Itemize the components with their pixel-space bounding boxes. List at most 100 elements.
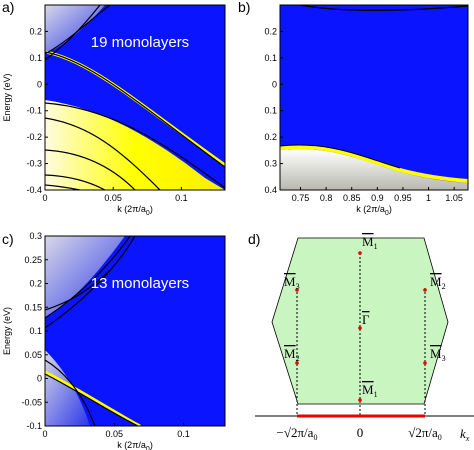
x-tick-label: 0.05	[105, 429, 123, 439]
x-label-main: k (2π/a	[117, 440, 146, 450]
y-tick-label: 0.1	[29, 53, 42, 63]
y-tick-label: -0.1	[26, 106, 42, 116]
point-marker	[423, 288, 427, 292]
annotation: 13 monolayers	[91, 275, 189, 292]
x-tick-label: 0.1	[175, 193, 188, 203]
point-marker	[358, 251, 362, 255]
y-axis-label: Energy (eV)	[2, 307, 12, 355]
y-tick-label: -0.4	[26, 185, 42, 195]
point-name: M	[430, 346, 442, 361]
point-label: M2	[284, 346, 300, 363]
point-sub: 2	[442, 282, 446, 291]
y-tick-label: 0.3	[264, 159, 277, 169]
point-name: M	[362, 382, 374, 397]
y-axis-label: Energy (eV)	[2, 73, 12, 121]
y-tick-label: 0.25	[24, 255, 42, 265]
y-tick-label: 0.2	[29, 26, 42, 36]
x-axis-label: k (2π/a0)	[356, 204, 392, 217]
y-tick-label: -0.2	[26, 132, 42, 142]
x-tick-label: 0.75	[292, 193, 310, 203]
x-axis-label: k (2π/a0)	[117, 204, 153, 217]
point-sub: 1	[374, 390, 378, 399]
y-tick-label: 0.4	[264, 185, 277, 195]
axis-tick-label: 0	[357, 425, 364, 440]
point-name: M	[284, 346, 296, 361]
x-tick-label: 0	[42, 429, 47, 439]
panel-label: b)	[238, 0, 250, 15]
y-tick-label: 0.2	[264, 26, 277, 36]
point-label: M2	[430, 274, 446, 291]
y-tick-label: 0.1	[264, 53, 277, 63]
point-name: M	[362, 234, 374, 249]
point-name: Γ	[362, 312, 370, 327]
axes-frame	[44, 4, 226, 191]
tick-sub: 0	[313, 433, 317, 442]
axis-tick-label: −√2π/a0	[277, 425, 318, 442]
y-tick-label: -0.3	[26, 159, 42, 169]
panel-b-image	[280, 5, 468, 190]
x-tick-label: 0	[42, 193, 47, 203]
axis-tick-label: √2π/a0	[408, 425, 442, 442]
y-tick-label: 0.3	[29, 231, 42, 241]
x-label-sub: 0	[385, 210, 389, 217]
y-tick-label: 0	[272, 79, 277, 89]
x-label-sub: 0	[146, 210, 150, 217]
y-tick-label: 0.2	[264, 132, 277, 142]
panel-label: d)	[248, 231, 260, 247]
y-tick-label: 0.1	[264, 106, 277, 116]
y-tick-label: 0	[37, 374, 42, 384]
x-tick-label: 1	[426, 193, 431, 203]
point-sub: 1	[374, 242, 378, 251]
y-tick-label: 0.2	[29, 279, 42, 289]
x-label-end: )	[150, 204, 153, 214]
y-tick-label: 0.05	[24, 350, 42, 360]
x-tick-label: 0.8	[320, 193, 333, 203]
point-marker	[423, 361, 427, 365]
x-axis-label: k (2π/a0)	[117, 440, 153, 450]
y-tick-label: -0.1	[26, 421, 42, 431]
point-marker	[358, 398, 362, 402]
axis-label: kx	[460, 426, 470, 443]
x-tick-label: 0.85	[343, 193, 361, 203]
point-label: M1	[362, 382, 378, 399]
point-marker	[358, 326, 362, 330]
panel-d-drawing	[255, 237, 474, 418]
panel-a-image	[45, 5, 225, 190]
axes-frame	[279, 4, 469, 191]
tick-text: −√2π/a	[277, 425, 314, 440]
point-sub: 2	[296, 354, 300, 363]
annotation: 19 monolayers	[91, 34, 189, 51]
x-tick-label: 0.9	[371, 193, 384, 203]
x-tick-label: 1.05	[445, 193, 463, 203]
point-marker	[295, 288, 299, 292]
panel-label: a)	[2, 0, 14, 15]
point-sub: 3	[442, 354, 446, 363]
x-tick-label: 0.95	[394, 193, 412, 203]
y-tick-label: 0.1	[29, 326, 42, 336]
y-tick-label: 0	[37, 79, 42, 89]
x-tick-label: 0.1	[177, 429, 190, 439]
y-tick-label: 0.15	[24, 302, 42, 312]
tick-sub: 0	[438, 433, 442, 442]
axis-label-main: k	[460, 426, 466, 441]
tick-text: √2π/a	[408, 425, 438, 440]
axis-label-sub: x	[465, 434, 470, 443]
x-label-main: k (2π/a	[356, 204, 385, 214]
point-label: M3	[284, 274, 300, 291]
x-label-main: k (2π/a	[117, 204, 146, 214]
panel-c-image	[45, 236, 225, 426]
panel-label: c)	[2, 231, 14, 247]
point-name: M	[430, 274, 442, 289]
x-label-end: )	[150, 440, 153, 450]
tick-text: 0	[357, 425, 364, 440]
point-label: M1	[362, 234, 378, 251]
point-label: Γ	[362, 312, 370, 327]
x-tick-label: 0.05	[104, 193, 122, 203]
point-label: M3	[430, 346, 446, 363]
point-marker	[295, 361, 299, 365]
point-sub: 3	[296, 282, 300, 291]
y-tick-label: -0.05	[21, 397, 42, 407]
point-name: M	[284, 274, 296, 289]
x-label-end: )	[389, 204, 392, 214]
